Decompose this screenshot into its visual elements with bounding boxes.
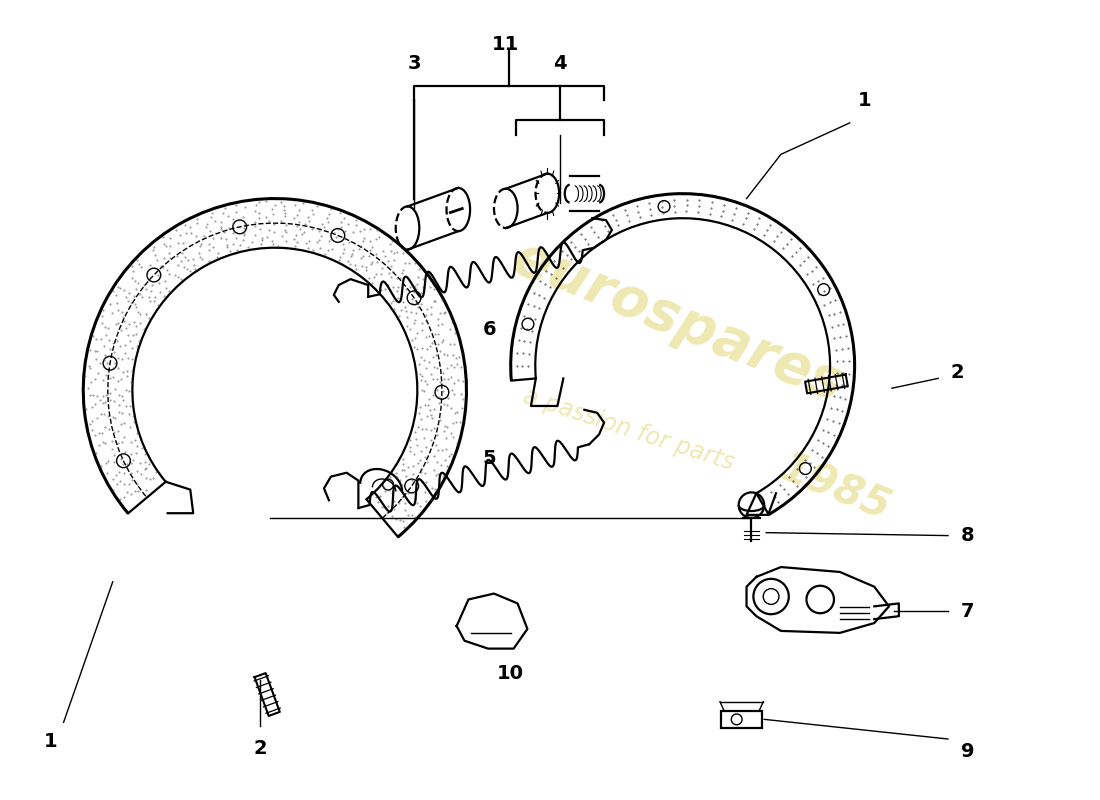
Text: eurospares: eurospares bbox=[505, 230, 850, 412]
Bar bbox=[720, 710, 762, 728]
Text: 2: 2 bbox=[253, 739, 267, 758]
Text: 2: 2 bbox=[952, 363, 965, 382]
Text: 1: 1 bbox=[44, 733, 57, 751]
Text: 4: 4 bbox=[553, 54, 566, 74]
Text: 3: 3 bbox=[408, 54, 421, 74]
Text: 9: 9 bbox=[961, 742, 975, 762]
Text: 1: 1 bbox=[858, 90, 871, 110]
Text: 7: 7 bbox=[961, 602, 975, 621]
Text: 11: 11 bbox=[492, 34, 519, 54]
Text: a passion for parts: a passion for parts bbox=[520, 384, 737, 475]
Text: 10: 10 bbox=[497, 664, 525, 682]
Text: 1985: 1985 bbox=[773, 447, 896, 530]
Text: 8: 8 bbox=[960, 526, 975, 545]
Text: 5: 5 bbox=[482, 450, 496, 469]
Text: 6: 6 bbox=[482, 320, 496, 338]
